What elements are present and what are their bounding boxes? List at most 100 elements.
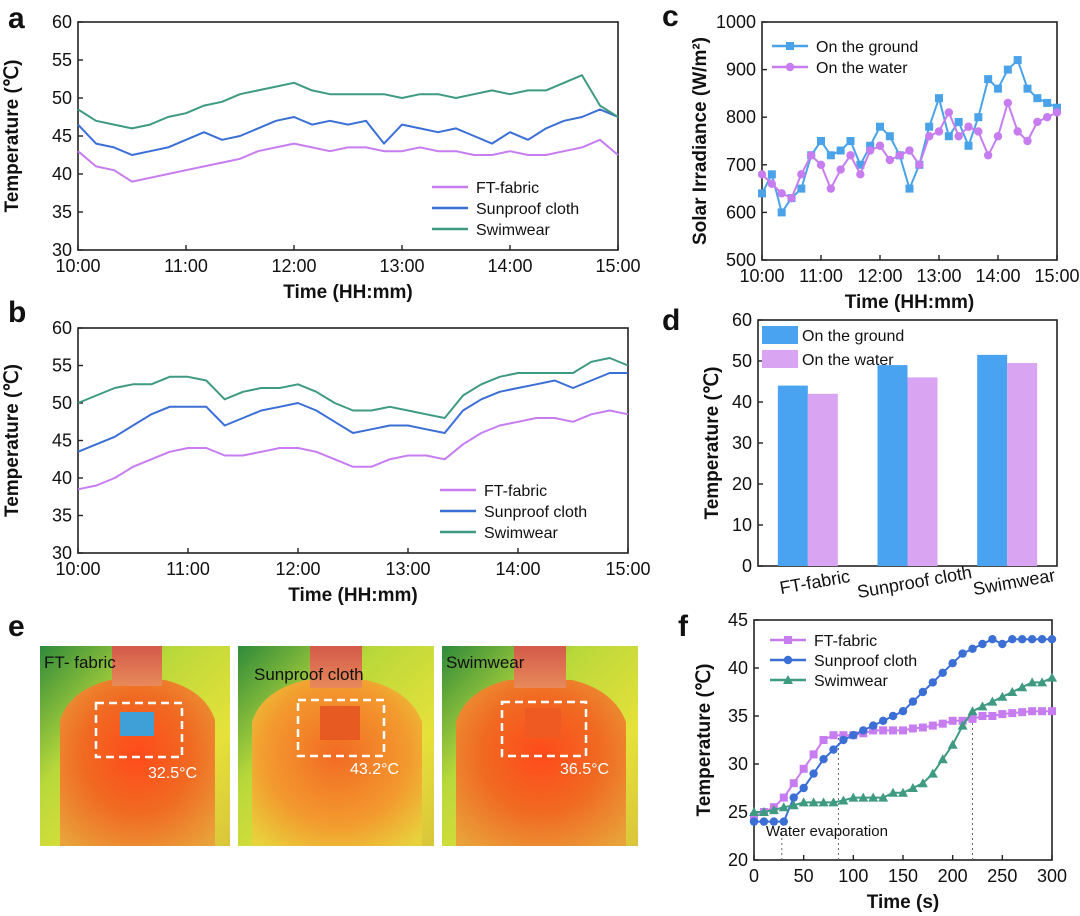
data-point [1038, 707, 1047, 716]
data-point [1008, 635, 1017, 644]
data-point [749, 807, 759, 816]
y-tick-label: 30 [732, 433, 752, 453]
bar-on-the-ground [777, 385, 808, 566]
data-point [858, 792, 869, 802]
legend-marker [783, 655, 793, 665]
y-tick-label: 800 [726, 107, 756, 127]
y-tick-label: 25 [728, 802, 748, 822]
data-point [1028, 707, 1037, 716]
data-point [954, 117, 963, 126]
y-tick-label: 900 [726, 60, 756, 80]
data-point [1023, 136, 1032, 146]
y-tick-label: 30 [728, 754, 748, 774]
x-axis-title: Time (HH:mm) [288, 585, 418, 606]
data-point [993, 132, 1003, 141]
legend-label: FT-fabric [484, 483, 547, 500]
y-tick-label: 35 [728, 706, 748, 726]
data-point [938, 668, 947, 677]
legend-label: Swimwear [814, 673, 888, 690]
panel-b-letter: b [8, 296, 26, 329]
data-point [1033, 117, 1042, 127]
data-point [878, 716, 888, 725]
data-point [750, 812, 758, 821]
thermal-temp-3: 36.5°C [560, 761, 609, 778]
data-point [836, 165, 845, 174]
data-point [957, 720, 968, 730]
y-tick-label: 10 [732, 515, 752, 535]
series-line [77, 409, 629, 491]
y-tick-label: 60 [732, 310, 752, 330]
data-point [849, 731, 858, 740]
chart-b: 30 35 40 45 50 55 60 10:00 11:00 12:00 13:00 14:00 1… [2, 318, 651, 606]
y-tick-label: 50 [52, 393, 72, 413]
x-tick-label: 15:00 [1034, 266, 1079, 286]
thermal-label-3: Swimwear [446, 653, 525, 672]
x-tick-label: 13:00 [916, 266, 961, 286]
thermal-image-3: Swimwear 36.5°C [442, 646, 638, 846]
data-point [777, 189, 786, 198]
data-point [1047, 672, 1057, 682]
legend-swatch [762, 326, 798, 344]
series-sunproof-cloth [77, 372, 628, 453]
data-point [816, 160, 826, 169]
data-point [769, 817, 779, 826]
data-point [944, 132, 953, 141]
y-tick-label: 40 [52, 164, 72, 184]
series-ft-fabric [77, 138, 619, 183]
data-point [885, 155, 895, 165]
chart-a: 30 35 40 45 50 55 60 10:00 11:00 12:00 13:00 14:00 1… [2, 12, 641, 303]
series-line [77, 74, 619, 130]
data-point [809, 769, 818, 778]
legend: FT-fabric Sunproof cloth Swimwear [770, 633, 917, 690]
data-point [779, 817, 788, 826]
data-point [767, 179, 777, 189]
chart-f: 20 25 30 35 40 45 0 50 100 150 200 250 300 Time (s) Te… [694, 610, 1067, 913]
bar-on-the-water [907, 377, 938, 566]
data-point [998, 710, 1007, 719]
series-line [77, 138, 619, 183]
panel-f-letter: f [678, 610, 689, 643]
data-point [947, 739, 958, 749]
data-point [799, 764, 808, 773]
data-point [928, 721, 937, 730]
y-tick-label: 40 [732, 392, 752, 412]
data-point [856, 160, 865, 169]
data-point [935, 94, 943, 103]
bar-on-the-ground [877, 365, 908, 566]
x-tick-label: 14:00 [487, 256, 532, 276]
series-line [77, 372, 628, 453]
data-point [836, 146, 845, 155]
x-tick-label: 12:00 [857, 266, 902, 286]
data-point [927, 768, 938, 778]
x-tick-label: 15:00 [595, 256, 640, 276]
y-tick-label: 30 [52, 543, 72, 563]
legend-label: On the water [816, 60, 908, 77]
x-tick-label: 12:00 [271, 256, 316, 276]
data-point [905, 146, 914, 155]
plot-frame-c [761, 21, 1058, 261]
data-point [987, 696, 998, 706]
data-point [915, 160, 924, 169]
data-point [809, 750, 818, 759]
legend-label: On the ground [816, 39, 918, 56]
data-point [868, 792, 879, 802]
data-point [817, 137, 825, 145]
y-tick-label: 40 [52, 468, 72, 488]
data-point [1052, 108, 1062, 117]
data-point [1017, 682, 1028, 692]
data-point [908, 724, 917, 733]
thermal-temp-2: 43.2°C [350, 761, 399, 778]
legend-label: FT-fabric [476, 180, 539, 197]
data-point [828, 797, 839, 807]
data-point [954, 132, 963, 141]
y-tick-label: 45 [52, 431, 72, 451]
data-point [907, 783, 918, 792]
x-tick-label: 14:00 [495, 559, 540, 579]
category-label: Sunproof cloth [856, 562, 974, 602]
legend-label: Sunproof cloth [814, 653, 917, 670]
thermal-image-1: FT- fabric 32.5°C [40, 646, 230, 846]
data-point [806, 151, 816, 160]
data-point [826, 184, 836, 193]
data-point [1037, 635, 1047, 644]
data-point [918, 723, 927, 732]
